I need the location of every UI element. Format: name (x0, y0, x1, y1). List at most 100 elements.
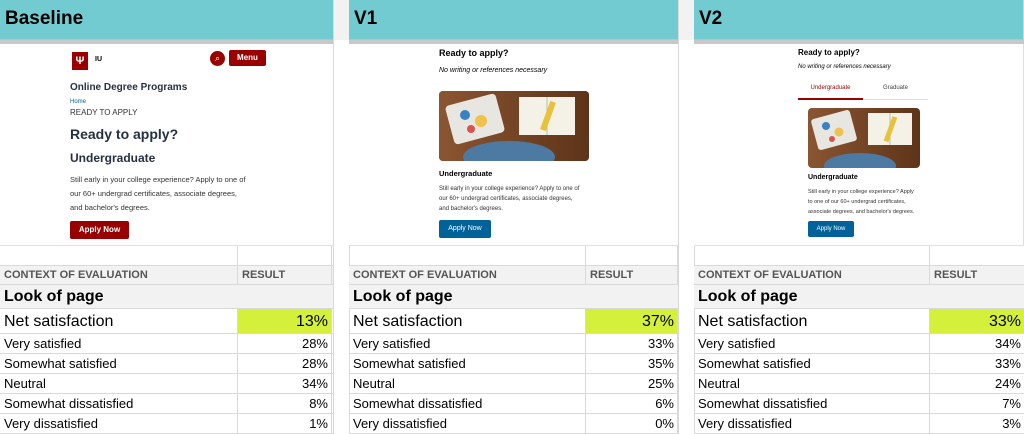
section-row: Look of page (349, 285, 679, 309)
body-line: our 60+ undergrad certificates, associat… (70, 189, 237, 198)
program-tabs: Undergraduate Graduate (798, 80, 928, 100)
apply-now-button[interactable]: Apply Now (439, 220, 491, 238)
apply-now-button[interactable]: Apply Now (808, 221, 854, 237)
breadcrumb-current: READY TO APPLY (70, 108, 138, 117)
section-title: Look of page (353, 288, 453, 305)
table-header-row: CONTEXT OF EVALUATION RESULT (694, 266, 1024, 285)
apply-now-button[interactable]: Apply Now (70, 221, 129, 239)
row-value: 28% (238, 354, 332, 373)
tagline: No writing or references necessary (798, 64, 891, 70)
row-value: 0% (586, 414, 678, 433)
row-label: Somewhat dissatisfied (0, 394, 238, 413)
page-heading: Ready to apply? (439, 48, 509, 58)
table-row: Somewhat satisfied 33% (694, 354, 1024, 374)
program-subheading: Undergraduate (70, 151, 156, 165)
row-value: 34% (238, 374, 332, 393)
table-row: Somewhat dissatisfied 7% (694, 394, 1024, 414)
body-line: associate degrees, and bachelor's degree… (808, 209, 915, 215)
net-satisfaction-row: Net satisfaction 37% (349, 309, 679, 334)
table-row: Very satisfied 34% (694, 334, 1024, 354)
net-satisfaction-row: Net satisfaction 13% (0, 309, 334, 334)
row-label: Very dissatisfied (694, 414, 930, 433)
context-column-header: CONTEXT OF EVALUATION (694, 266, 930, 284)
column-gap (333, 0, 350, 434)
row-value: 7% (1002, 396, 1021, 411)
table-row: Somewhat satisfied 28% (0, 354, 334, 374)
table-row: Somewhat dissatisfied 6% (349, 394, 679, 414)
divider (0, 40, 334, 44)
search-icon[interactable]: ⌕ (210, 51, 225, 66)
spacer-row (349, 246, 679, 266)
result-column-header: RESULT (238, 266, 332, 284)
section-row: Look of page (694, 285, 1024, 309)
page-preview: Ready to apply? No writing or references… (349, 44, 679, 246)
row-value: 33% (586, 334, 678, 353)
column-v2: V2 Ready to apply? No writing or referen… (694, 0, 1024, 434)
net-satisfaction-value: 33% (930, 309, 1024, 333)
iu-trident-logo-icon: Ψ (72, 52, 88, 70)
notebook-photo (439, 91, 589, 161)
spacer-row (694, 246, 1024, 266)
notebook-photo (808, 108, 920, 168)
menu-button[interactable]: Menu (229, 50, 266, 66)
net-satisfaction-row: Net satisfaction 33% (694, 309, 1024, 334)
table-row: Neutral 24% (694, 374, 1024, 394)
row-value: 24% (994, 376, 1021, 391)
section-row: Look of page (0, 285, 334, 309)
result-column-header: RESULT (934, 269, 978, 281)
body-line: Still early in your college experience? … (439, 186, 580, 192)
table-row: Very dissatisfied 1% (0, 414, 334, 434)
row-label: Neutral (349, 374, 586, 393)
row-label: Somewhat dissatisfied (349, 394, 586, 413)
table-row: Neutral 34% (0, 374, 334, 394)
spacer-row (0, 246, 334, 266)
context-column-header: CONTEXT OF EVALUATION (0, 266, 238, 284)
net-satisfaction-value: 13% (238, 309, 332, 333)
row-label: Somewhat satisfied (694, 354, 930, 373)
body-line: to one of our 60+ undergrad certificates… (808, 199, 906, 205)
table-row: Very satisfied 33% (349, 334, 679, 354)
column-baseline: Baseline Ψ IU ⌕ Menu Online Degree Progr… (0, 0, 334, 434)
table-header-row: CONTEXT OF EVALUATION RESULT (349, 266, 679, 285)
breadcrumb-home[interactable]: Home (70, 99, 87, 105)
row-value: 3% (1002, 416, 1021, 431)
program-subheading: Undergraduate (439, 169, 493, 178)
result-column-header: RESULT (586, 266, 678, 284)
table-row: Somewhat satisfied 35% (349, 354, 679, 374)
section-title: Look of page (4, 288, 104, 305)
row-value: 25% (586, 374, 678, 393)
row-label: Very satisfied (0, 334, 238, 353)
row-value: 28% (238, 334, 332, 353)
brand-name: IU (95, 56, 102, 63)
row-value: 6% (586, 394, 678, 413)
table-row: Somewhat dissatisfied 8% (0, 394, 334, 414)
row-value: 34% (994, 336, 1021, 351)
context-column-header: CONTEXT OF EVALUATION (349, 266, 586, 284)
page-preview: Ψ IU ⌕ Menu Online Degree Programs Home … (0, 44, 334, 246)
row-label: Neutral (0, 374, 238, 393)
tab-undergraduate[interactable]: Undergraduate (798, 80, 863, 100)
divider (349, 40, 679, 44)
tagline: No writing or references necessary (439, 67, 548, 74)
page-heading: Ready to apply? (798, 48, 860, 57)
section-title: Look of page (698, 288, 798, 305)
table-row: Very dissatisfied 3% (694, 414, 1024, 434)
column-v1: V1 Ready to apply? No writing or referen… (349, 0, 679, 434)
page-preview: Ready to apply? No writing or references… (694, 44, 1024, 246)
tab-graduate[interactable]: Graduate (882, 85, 909, 91)
program-subheading: Undergraduate (808, 174, 858, 181)
row-label: Very satisfied (694, 334, 930, 353)
row-label: Neutral (694, 374, 930, 393)
row-label: Very dissatisfied (0, 414, 238, 433)
row-value: 8% (238, 394, 332, 413)
row-label: Somewhat satisfied (0, 354, 238, 373)
row-label: Very dissatisfied (349, 414, 586, 433)
table-header-row: CONTEXT OF EVALUATION RESULT (0, 266, 334, 285)
page-heading: Ready to apply? (70, 126, 179, 142)
net-satisfaction-label: Net satisfaction (349, 309, 586, 333)
row-label: Somewhat dissatisfied (694, 394, 930, 413)
body-line: Still early in your college experience? … (808, 189, 914, 195)
row-value: 1% (238, 414, 332, 433)
row-value: 35% (586, 354, 678, 373)
net-satisfaction-value: 37% (586, 309, 678, 333)
